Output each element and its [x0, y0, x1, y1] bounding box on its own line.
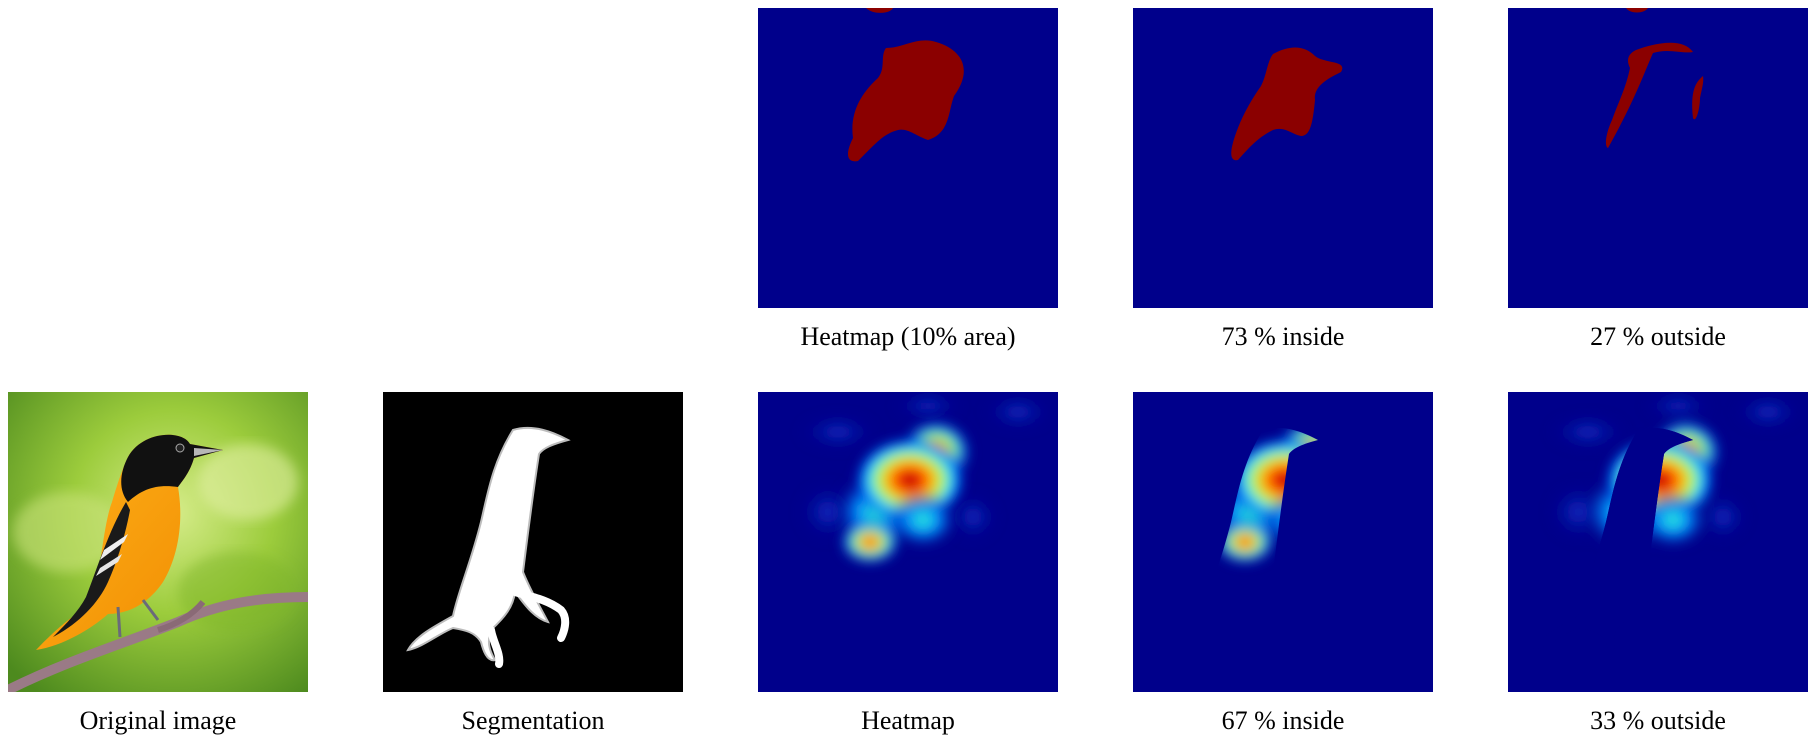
heatmap-10pct-panel — [758, 8, 1058, 308]
inside-73-panel — [1133, 8, 1433, 308]
caption-original-image: Original image — [79, 706, 237, 735]
caption-segmentation: Segmentation — [461, 706, 605, 735]
caption-heatmap: Heatmap — [861, 706, 955, 735]
segmentation-panel — [383, 392, 683, 692]
caption-inside-73: 73 % inside — [1221, 322, 1345, 351]
inside-67-panel — [1133, 392, 1433, 692]
outside-33-panel — [1508, 392, 1808, 692]
caption-outside-27: 27 % outside — [1590, 322, 1726, 351]
caption-outside-33: 33 % outside — [1590, 706, 1726, 735]
outside-27-panel — [1508, 8, 1808, 308]
caption-inside-67: 67 % inside — [1221, 706, 1345, 735]
original-image-panel — [8, 392, 308, 692]
caption-heatmap-10pct: Heatmap (10% area) — [800, 322, 1016, 351]
heatmap-panel — [758, 392, 1058, 692]
